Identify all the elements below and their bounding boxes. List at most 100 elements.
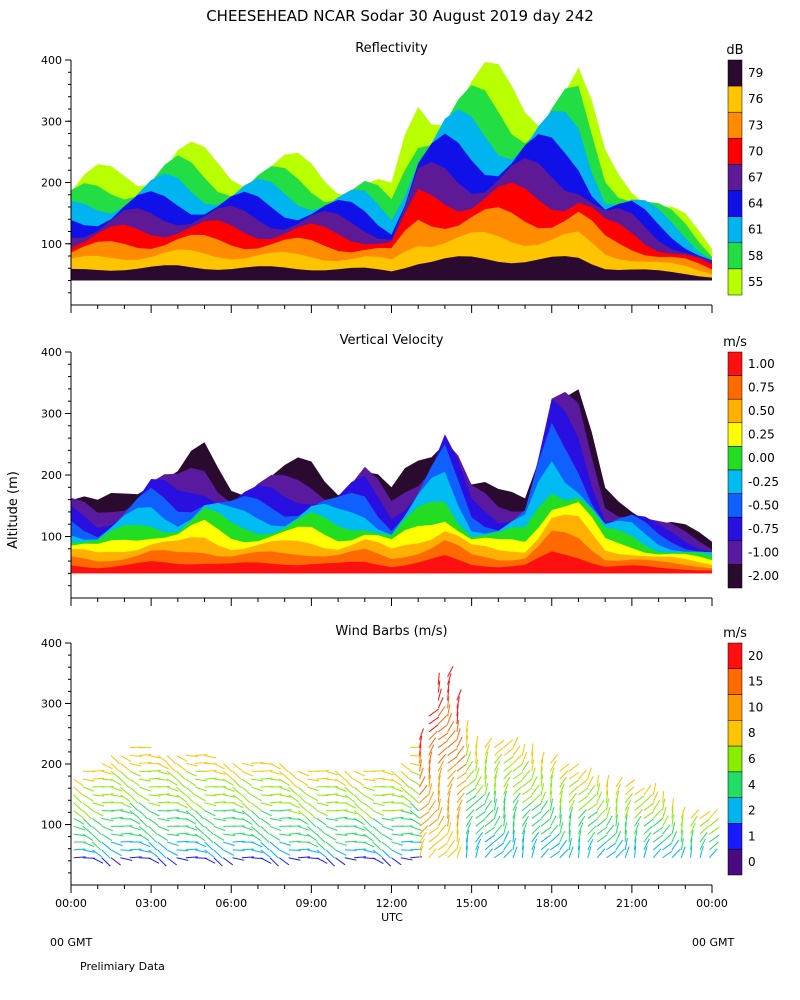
wind-barb — [148, 770, 161, 772]
wind-barb — [213, 825, 226, 832]
wind-barb — [400, 778, 410, 788]
wind-barb — [465, 727, 468, 740]
wind-barb — [241, 802, 251, 812]
wind-barb — [419, 803, 430, 811]
wind-barb — [634, 795, 645, 804]
wind-barb — [419, 776, 426, 788]
wind-barb — [428, 730, 438, 741]
wind-barb — [391, 849, 403, 856]
wind-barb — [344, 817, 357, 821]
wind-barb — [223, 833, 236, 837]
wind-barb — [279, 786, 291, 792]
wind-barb — [325, 841, 336, 851]
wind-barb — [568, 838, 572, 851]
wind-barb — [671, 839, 680, 851]
wind-barb — [363, 818, 373, 828]
wind-barb — [521, 837, 525, 850]
wind-barb — [241, 810, 252, 819]
wind-barb — [232, 849, 245, 852]
wind-barb — [400, 857, 413, 861]
wind-barb — [176, 755, 188, 762]
wind-barb — [344, 840, 357, 843]
wind-barb — [606, 782, 609, 795]
wind-barb — [391, 816, 404, 819]
x-tick-label: 06:00 — [215, 897, 247, 910]
wind-barb — [241, 794, 251, 804]
colorbar-label: 8 — [748, 726, 756, 740]
wind-barb — [110, 755, 120, 765]
wind-barb — [559, 770, 569, 780]
colorbar-swatch — [727, 469, 743, 494]
wind-barb — [437, 782, 440, 795]
wind-barb — [493, 747, 504, 756]
wind-barb — [521, 830, 526, 843]
wind-barb — [503, 783, 509, 796]
wind-barb — [185, 778, 197, 787]
wind-barb — [92, 777, 105, 780]
wind-barb — [606, 798, 610, 811]
wind-barb — [503, 830, 510, 843]
wind-barb — [335, 778, 346, 786]
wind-barb — [540, 751, 545, 764]
wind-barb — [241, 848, 254, 851]
wind-barb — [578, 787, 589, 796]
wind-barb — [185, 825, 198, 831]
wind-barb — [297, 810, 308, 819]
wind-barb — [493, 790, 497, 803]
wind-barb — [624, 792, 633, 804]
wind-barb — [559, 839, 568, 851]
wind-barb — [250, 810, 261, 820]
colorbar-swatch — [727, 85, 743, 113]
wind-barb — [194, 825, 205, 835]
wind-barb — [400, 762, 411, 771]
wind-barb — [410, 770, 422, 777]
wind-barb — [176, 762, 187, 772]
wind-barb — [465, 815, 473, 827]
wind-barb — [335, 849, 347, 856]
wind-barb — [110, 794, 123, 798]
wind-barb — [615, 783, 621, 796]
wind-barb — [316, 825, 326, 835]
wind-barb — [521, 769, 531, 780]
colorbar-swatch — [727, 694, 743, 721]
wind-barb — [568, 814, 572, 827]
wind-barb — [269, 817, 282, 822]
wind-barb — [92, 849, 103, 858]
wind-barb — [568, 763, 579, 772]
wind-barb — [222, 778, 234, 786]
wind-barb — [167, 794, 180, 798]
wind-barb — [148, 794, 161, 797]
wind-barb — [484, 800, 493, 811]
wind-barb — [419, 846, 424, 858]
wind-barb — [531, 794, 541, 804]
wind-barb — [475, 846, 480, 858]
wind-barb — [92, 833, 102, 844]
y-tick-label: 300 — [41, 698, 62, 711]
wind-barb — [559, 790, 563, 803]
colorbar-swatch — [727, 493, 743, 518]
wind-barb — [456, 771, 468, 780]
wind-barb — [540, 834, 552, 843]
wind-barb — [316, 849, 327, 858]
wind-barb — [437, 775, 441, 788]
wind-barb — [288, 810, 301, 815]
wind-barb — [129, 755, 142, 757]
wind-barb — [550, 850, 561, 859]
wind-barb — [493, 798, 497, 811]
wind-barb — [690, 809, 700, 819]
wind-barb — [148, 802, 161, 807]
wind-barb — [606, 775, 610, 788]
wind-barb — [138, 786, 151, 792]
wind-barb — [316, 794, 329, 797]
wind-barb — [624, 846, 630, 858]
wind-barb — [549, 815, 557, 827]
colorbar-label: 0.25 — [748, 428, 775, 442]
wind-barb — [652, 800, 661, 811]
colorbar-swatch — [727, 111, 743, 139]
wind-barb — [372, 841, 382, 851]
wind-barb — [326, 793, 339, 796]
wind-barb — [139, 849, 151, 853]
wind-barb — [232, 770, 242, 780]
wind-barb — [475, 818, 486, 827]
wind-barb — [129, 856, 142, 859]
